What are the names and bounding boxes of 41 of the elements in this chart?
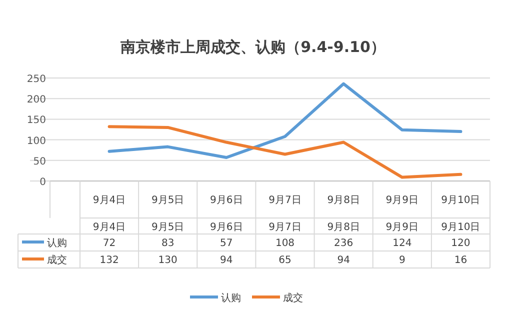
data-label: 16 — [454, 255, 468, 266]
y-tick-label: 150 — [26, 115, 46, 126]
x-tick-label: 9月6日 — [210, 195, 243, 206]
legend-label: 成交 — [47, 254, 67, 266]
data-label: 57 — [220, 238, 233, 249]
data-label: 65 — [278, 255, 292, 266]
category-label: 9月9日 — [386, 222, 419, 233]
x-tick-label: 9月5日 — [151, 195, 184, 206]
data-label: 9 — [398, 255, 406, 266]
text: 成交 — [283, 293, 303, 304]
data-label: 132 — [100, 255, 119, 266]
category-label: 9月6日 — [210, 222, 243, 233]
category-label: 9月8日 — [327, 222, 360, 233]
category-label: 9月7日 — [268, 222, 302, 233]
line-series — [108, 125, 462, 179]
category-label: 9月10日 — [441, 222, 480, 233]
y-tick-label: 250 — [26, 74, 46, 85]
data-label: 72 — [102, 238, 116, 249]
data-label: 108 — [275, 238, 295, 249]
legend-label: 认购 — [47, 237, 67, 249]
x-tick-label: 9月8日 — [327, 195, 360, 206]
x-tick-label: 9月4日 — [92, 195, 126, 206]
data-label: 94 — [337, 255, 350, 266]
data-label: 236 — [334, 238, 354, 249]
data-label: 94 — [220, 255, 233, 266]
y-tick-label: 100 — [26, 136, 46, 147]
data-label: 124 — [392, 238, 412, 249]
x-tick-label: 9月9日 — [386, 195, 419, 206]
x-tick-label: 9月7日 — [268, 195, 302, 206]
data-label: 83 — [161, 238, 174, 249]
chart-title: 南京楼市上周成交、认购（9.4-9.10） — [120, 38, 386, 56]
y-tick-label: 200 — [26, 94, 46, 106]
y-tick-label: 50 — [33, 156, 46, 168]
category-label: 9月5日 — [151, 222, 184, 233]
category-label: 9月4日 — [92, 222, 126, 233]
line-series — [108, 82, 462, 160]
text: 认购 — [221, 293, 241, 304]
x-tick-label: 9月10日 — [441, 195, 480, 206]
y-tick-label: 0 — [40, 177, 46, 188]
data-label: 130 — [158, 255, 178, 266]
data-label: 120 — [451, 238, 470, 249]
